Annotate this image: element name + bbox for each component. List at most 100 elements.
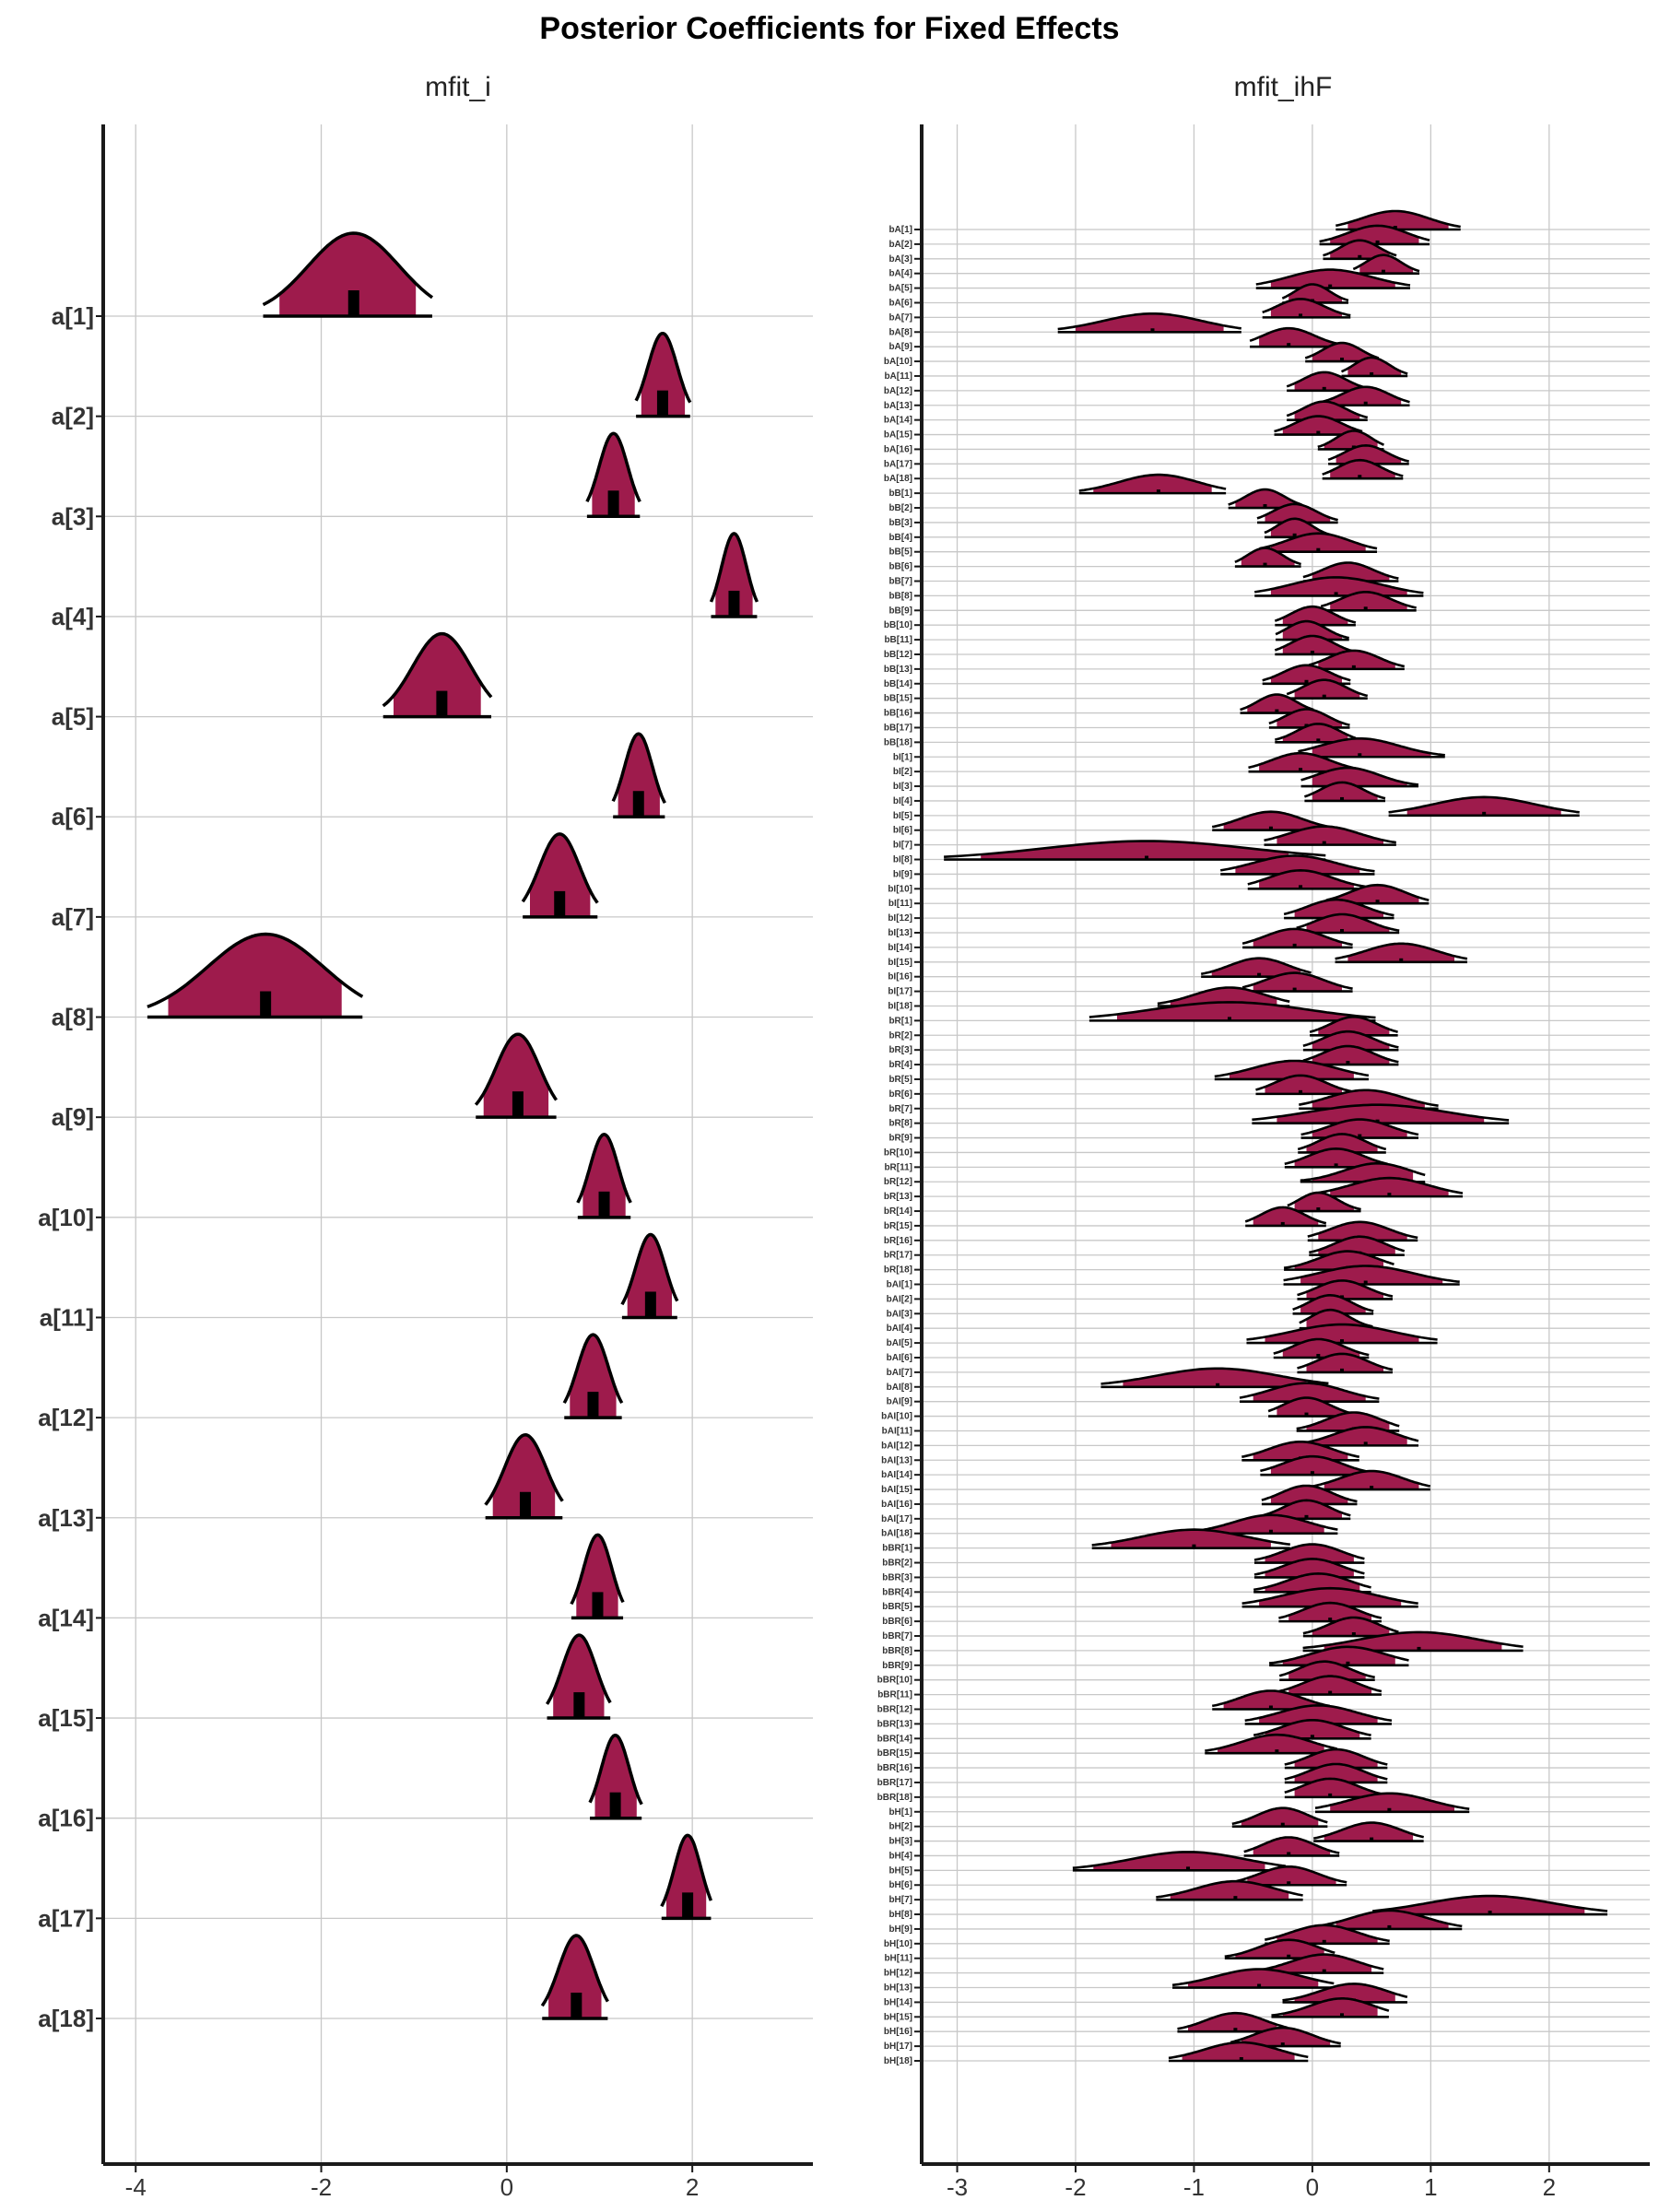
- y-tick-label: bAI[10]: [881, 1412, 912, 1422]
- density-fill: [1270, 1500, 1342, 1519]
- median-marker: [1370, 1486, 1374, 1490]
- density-fill: [1270, 1486, 1348, 1504]
- density-outline: [1281, 283, 1349, 302]
- x-tick-label: 1: [1424, 2173, 1437, 2201]
- median-marker: [1263, 504, 1267, 509]
- median-marker: [1340, 796, 1345, 801]
- density-outline: [1313, 1821, 1425, 1840]
- density-outline: [1323, 239, 1397, 257]
- y-tick-label: bA[9]: [888, 342, 912, 352]
- density-fill: [1270, 518, 1324, 537]
- y-tick-label: bAI[12]: [881, 1441, 912, 1451]
- median-marker: [1310, 1735, 1314, 1739]
- density-outline: [484, 1433, 564, 1506]
- density-fill: [1359, 254, 1414, 274]
- y-tick-label: bBR[5]: [882, 1602, 912, 1612]
- y-tick-label: bBR[16]: [877, 1763, 912, 1773]
- y-tick-label: bI[2]: [893, 767, 912, 777]
- median-marker: [436, 690, 448, 717]
- density-outline: [1255, 268, 1411, 287]
- density-outline: [1273, 1337, 1370, 1357]
- density-outline: [1297, 1352, 1394, 1371]
- density-outline: [1241, 1441, 1360, 1458]
- density-fill: [1294, 401, 1360, 420]
- median-marker: [1145, 855, 1149, 860]
- y-tick-label: bA[11]: [884, 371, 912, 382]
- y-tick-label: bH[18]: [884, 2056, 912, 2066]
- density-outline: [1241, 1586, 1418, 1605]
- density-fill: [1241, 547, 1295, 567]
- y-tick-label: bI[8]: [893, 855, 912, 865]
- density-outline: [1228, 488, 1302, 506]
- y-tick-label: a[9]: [52, 1103, 94, 1131]
- x-tick-label: -1: [1183, 2173, 1205, 2201]
- y-tick-label: bH[8]: [888, 1910, 912, 1920]
- density-fill: [1312, 1427, 1407, 1446]
- density-outline: [1325, 883, 1430, 901]
- density-fill: [1277, 709, 1342, 728]
- y-tick-label: bBR[3]: [882, 1572, 912, 1583]
- y-tick-label: bH[4]: [888, 1851, 912, 1861]
- density-outline: [1260, 1454, 1371, 1474]
- median-marker: [1370, 1837, 1374, 1841]
- y-tick-label: bR[9]: [888, 1134, 912, 1144]
- median-marker: [1328, 1793, 1333, 1797]
- median-marker: [1280, 1221, 1285, 1226]
- y-tick-label: bBR[12]: [877, 1704, 912, 1714]
- median-marker: [1346, 1061, 1350, 1065]
- median-marker: [1233, 1896, 1238, 1900]
- median-marker: [632, 791, 644, 818]
- median-marker: [1304, 1514, 1309, 1519]
- y-tick-label: bH[17]: [884, 2041, 912, 2052]
- y-tick-label: a[5]: [52, 703, 94, 731]
- density-outline: [1264, 825, 1397, 844]
- density-outline: [1177, 2011, 1288, 2030]
- density-outline: [1335, 942, 1468, 960]
- y-tick-label: bR[1]: [888, 1016, 912, 1026]
- y-tick-label: bBR[1]: [882, 1544, 912, 1554]
- density-outline: [1248, 751, 1359, 771]
- median-marker: [1381, 269, 1385, 274]
- median-marker: [1387, 1193, 1392, 1197]
- y-tick-label: bR[11]: [884, 1162, 912, 1172]
- density-fill: [1277, 1397, 1348, 1417]
- median-marker: [1351, 1632, 1356, 1637]
- y-tick-label: bR[3]: [888, 1045, 912, 1055]
- density-fill: [1294, 371, 1360, 391]
- median-marker: [1358, 1134, 1362, 1138]
- density-outline: [1322, 1909, 1463, 1928]
- y-tick-label: bAI[9]: [887, 1397, 912, 1407]
- y-tick-label: bR[10]: [884, 1147, 912, 1158]
- density-outline: [1262, 298, 1351, 317]
- y-tick-label: bBR[9]: [882, 1661, 912, 1671]
- y-tick-label: bB[8]: [888, 591, 912, 601]
- y-tick-label: a[10]: [38, 1204, 94, 1231]
- y-tick-label: bA[8]: [888, 327, 912, 337]
- y-tick-label: bH[16]: [884, 2027, 912, 2037]
- y-tick-label: a[16]: [38, 1805, 94, 1832]
- median-marker: [1275, 1749, 1279, 1754]
- density-outline: [1264, 517, 1332, 536]
- median-marker: [260, 991, 272, 1018]
- density-outline: [1300, 1426, 1419, 1445]
- y-tick-label: bI[17]: [888, 987, 912, 997]
- median-marker: [592, 1592, 604, 1618]
- density-outline: [1230, 2026, 1341, 2045]
- density-outline: [1275, 723, 1357, 741]
- y-tick-label: a[13]: [38, 1504, 94, 1532]
- y-tick-label: bBR[15]: [877, 1748, 912, 1759]
- y-tick-label: bAI[16]: [881, 1500, 912, 1510]
- median-marker: [1316, 1353, 1321, 1358]
- median-marker: [1387, 1807, 1392, 1812]
- median-marker: [1328, 1690, 1333, 1695]
- median-marker: [573, 1692, 585, 1719]
- density-outline: [1317, 429, 1384, 449]
- density-outline: [147, 932, 364, 1009]
- median-marker: [587, 1392, 599, 1418]
- density-fill: [1300, 1265, 1443, 1285]
- y-tick-label: bR[2]: [888, 1030, 912, 1041]
- y-tick-label: bB[7]: [888, 577, 912, 587]
- density-fill: [1259, 870, 1354, 889]
- x-tick-label: -3: [947, 2173, 968, 2201]
- density-fill: [1312, 782, 1378, 801]
